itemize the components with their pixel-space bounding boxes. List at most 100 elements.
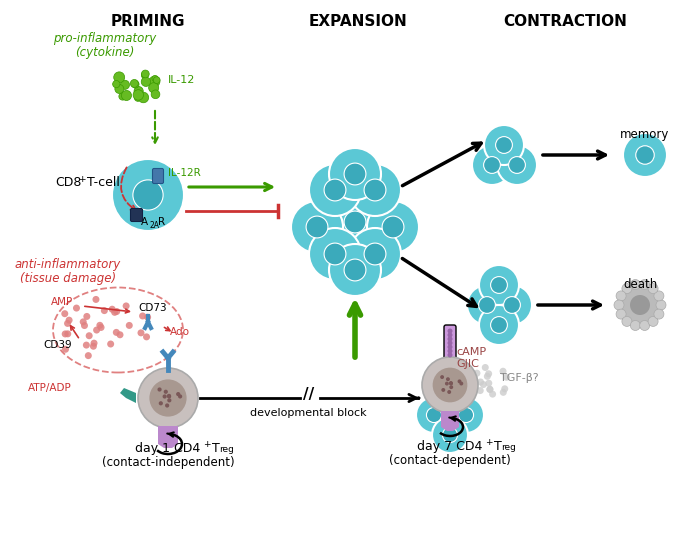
Circle shape — [90, 339, 97, 346]
Text: //: // — [303, 387, 314, 402]
FancyArrowPatch shape — [542, 151, 606, 159]
Circle shape — [112, 159, 184, 231]
Circle shape — [416, 397, 452, 433]
Circle shape — [113, 72, 125, 83]
Circle shape — [151, 90, 160, 98]
Circle shape — [491, 316, 508, 334]
Circle shape — [422, 357, 478, 413]
Circle shape — [382, 216, 404, 238]
Circle shape — [83, 342, 90, 349]
Circle shape — [144, 314, 151, 321]
Circle shape — [80, 318, 87, 325]
Circle shape — [165, 404, 169, 408]
Circle shape — [137, 329, 144, 336]
Circle shape — [470, 374, 477, 381]
FancyArrowPatch shape — [449, 416, 456, 421]
Circle shape — [630, 295, 650, 315]
Text: T-cell: T-cell — [83, 176, 120, 189]
Circle shape — [107, 341, 114, 348]
FancyArrowPatch shape — [164, 327, 170, 331]
Text: (cytokine): (cytokine) — [76, 46, 134, 59]
Text: +: + — [485, 438, 493, 447]
Circle shape — [477, 378, 484, 385]
Circle shape — [126, 322, 133, 329]
Circle shape — [306, 216, 328, 238]
Circle shape — [614, 300, 624, 310]
Text: reg: reg — [501, 443, 516, 452]
Circle shape — [121, 90, 132, 101]
Circle shape — [138, 92, 148, 103]
Text: A: A — [141, 217, 148, 227]
Polygon shape — [158, 426, 178, 448]
Circle shape — [133, 180, 163, 210]
Circle shape — [496, 137, 512, 153]
Text: (contact-dependent): (contact-dependent) — [389, 454, 511, 467]
FancyArrowPatch shape — [71, 326, 78, 338]
Circle shape — [324, 179, 346, 201]
Circle shape — [141, 77, 150, 87]
Circle shape — [654, 291, 664, 301]
FancyArrowPatch shape — [402, 143, 481, 186]
Circle shape — [622, 284, 632, 294]
Circle shape — [484, 125, 524, 165]
FancyArrowPatch shape — [349, 304, 360, 357]
Circle shape — [329, 244, 381, 296]
Circle shape — [486, 386, 493, 393]
Circle shape — [309, 228, 361, 280]
Circle shape — [152, 75, 158, 82]
Circle shape — [132, 81, 139, 88]
Text: cAMP: cAMP — [456, 347, 486, 357]
Circle shape — [640, 280, 650, 289]
Text: +: + — [78, 175, 85, 185]
Circle shape — [442, 427, 458, 443]
Circle shape — [449, 381, 453, 385]
Circle shape — [630, 280, 640, 289]
Circle shape — [162, 394, 167, 399]
FancyArrowPatch shape — [189, 183, 272, 190]
FancyBboxPatch shape — [153, 168, 164, 183]
Circle shape — [133, 90, 144, 100]
Circle shape — [120, 80, 130, 89]
Circle shape — [636, 146, 654, 164]
Circle shape — [149, 379, 187, 416]
Circle shape — [656, 300, 666, 310]
Text: CD73: CD73 — [138, 303, 167, 313]
Text: T: T — [490, 440, 502, 453]
Text: ATP/ADP: ATP/ADP — [28, 383, 72, 393]
Text: Ado: Ado — [170, 327, 190, 337]
Circle shape — [108, 306, 116, 313]
Text: day 1 CD4: day 1 CD4 — [135, 442, 201, 455]
Circle shape — [616, 309, 626, 319]
Circle shape — [445, 381, 449, 386]
Circle shape — [81, 322, 88, 329]
Circle shape — [90, 343, 97, 350]
Text: AMP: AMP — [51, 297, 73, 307]
Text: (tissue damage): (tissue damage) — [20, 272, 116, 285]
Circle shape — [153, 77, 160, 83]
Circle shape — [449, 381, 453, 385]
Text: (contact-independent): (contact-independent) — [102, 456, 235, 469]
Circle shape — [97, 322, 104, 329]
Text: memory: memory — [620, 128, 670, 141]
Circle shape — [479, 296, 496, 314]
Circle shape — [500, 389, 507, 396]
Circle shape — [159, 401, 163, 406]
FancyArrowPatch shape — [167, 433, 174, 437]
FancyBboxPatch shape — [130, 209, 143, 222]
Circle shape — [134, 94, 141, 101]
Circle shape — [433, 367, 468, 402]
Circle shape — [458, 407, 474, 422]
Circle shape — [500, 368, 507, 375]
Circle shape — [447, 352, 452, 357]
Circle shape — [364, 243, 386, 265]
Circle shape — [115, 84, 124, 94]
Circle shape — [618, 283, 662, 327]
Circle shape — [141, 70, 149, 78]
Circle shape — [654, 309, 664, 319]
Circle shape — [472, 145, 512, 185]
Text: PRIMING: PRIMING — [111, 14, 186, 29]
Circle shape — [139, 313, 146, 320]
Circle shape — [291, 201, 343, 253]
Circle shape — [66, 317, 73, 324]
Circle shape — [623, 133, 667, 177]
